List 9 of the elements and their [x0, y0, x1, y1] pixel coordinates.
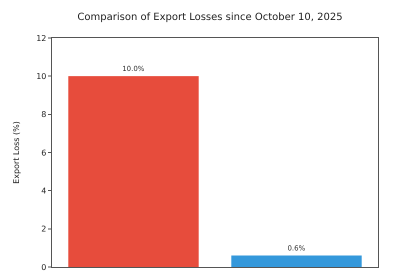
y-tick-label: 6: [41, 148, 46, 158]
y-tick-label: 4: [41, 186, 46, 196]
y-tick-label: 8: [41, 110, 46, 120]
y-tick-label: 10: [36, 72, 46, 81]
chart-title: Comparison of Export Losses since October 10, 2025: [77, 12, 343, 23]
y-tick-label: 0: [41, 262, 46, 272]
y-tick-label: 2: [41, 224, 46, 234]
y-tick-label: 12: [36, 34, 46, 43]
y-axis-title: Export Loss (%): [12, 121, 21, 184]
